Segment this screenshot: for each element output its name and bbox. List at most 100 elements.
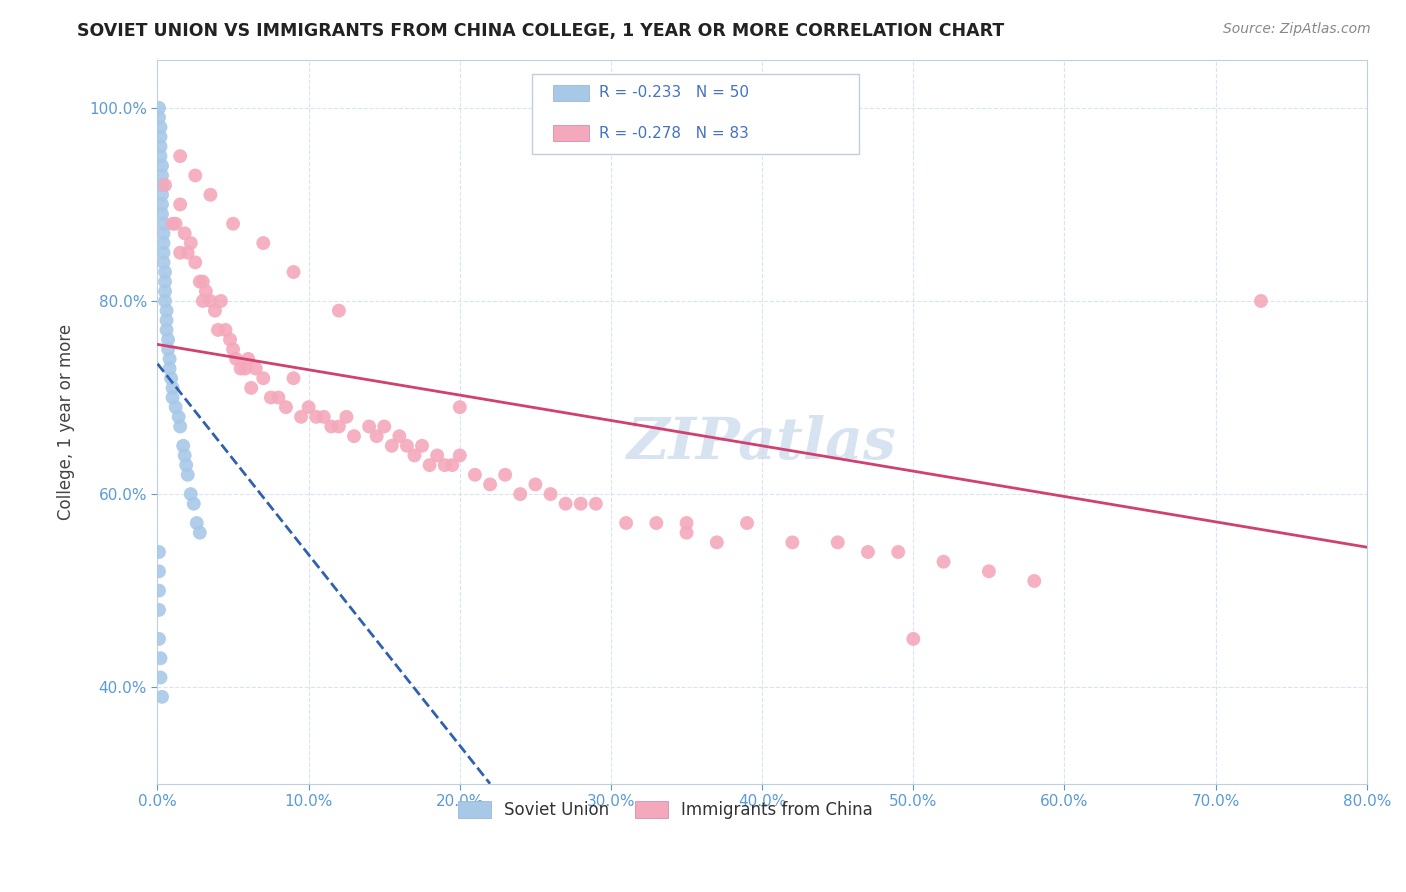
Point	[290, 409, 312, 424]
Point	[782, 535, 804, 549]
Point	[614, 516, 637, 530]
Point	[245, 361, 267, 376]
Point	[932, 555, 955, 569]
Point	[155, 303, 177, 318]
Point	[150, 187, 173, 202]
Point	[152, 227, 174, 241]
Point	[373, 419, 395, 434]
Point	[191, 275, 214, 289]
Point	[200, 187, 222, 202]
Point	[167, 409, 190, 424]
Point	[903, 632, 925, 646]
Point	[209, 293, 232, 308]
Text: R = -0.278   N = 83: R = -0.278 N = 83	[599, 126, 749, 141]
Point	[328, 419, 350, 434]
Point	[153, 178, 176, 193]
Point	[366, 429, 388, 443]
Point	[645, 516, 668, 530]
Point	[184, 255, 207, 269]
Text: SOVIET UNION VS IMMIGRANTS FROM CHINA COLLEGE, 1 YEAR OR MORE CORRELATION CHART: SOVIET UNION VS IMMIGRANTS FROM CHINA CO…	[77, 22, 1004, 40]
Point	[180, 235, 202, 250]
Point	[1024, 574, 1046, 588]
FancyBboxPatch shape	[533, 74, 859, 153]
Point	[160, 371, 183, 385]
Point	[204, 303, 226, 318]
Point	[252, 235, 274, 250]
Point	[524, 477, 547, 491]
Point	[165, 217, 187, 231]
Point	[149, 651, 172, 665]
Point	[184, 169, 207, 183]
Point	[180, 487, 202, 501]
Point	[152, 255, 174, 269]
Point	[169, 149, 191, 163]
Point	[172, 439, 194, 453]
Point	[183, 497, 205, 511]
Point	[260, 391, 283, 405]
Point	[240, 381, 263, 395]
Point	[155, 313, 177, 327]
Point	[494, 467, 516, 482]
Point	[569, 497, 592, 511]
Point	[177, 245, 200, 260]
Point	[359, 419, 381, 434]
Point	[887, 545, 910, 559]
Point	[252, 371, 274, 385]
Point	[433, 458, 456, 472]
Point	[464, 467, 486, 482]
Point	[150, 159, 173, 173]
Point	[222, 217, 245, 231]
Point	[169, 419, 191, 434]
Point	[419, 458, 441, 472]
Point	[479, 477, 502, 491]
Point	[283, 371, 305, 385]
Point	[148, 603, 170, 617]
Point	[395, 439, 418, 453]
Point	[150, 197, 173, 211]
Legend: Soviet Union, Immigrants from China: Soviet Union, Immigrants from China	[451, 795, 880, 826]
Point	[298, 400, 321, 414]
Point	[274, 400, 297, 414]
Point	[411, 439, 433, 453]
Point	[150, 169, 173, 183]
Point	[449, 449, 471, 463]
Point	[675, 516, 697, 530]
Point	[388, 429, 411, 443]
Point	[162, 217, 184, 231]
Point	[150, 207, 173, 221]
Point	[173, 227, 195, 241]
Bar	[553, 85, 589, 101]
Point	[148, 564, 170, 578]
Text: Source: ZipAtlas.com: Source: ZipAtlas.com	[1223, 22, 1371, 37]
Point	[229, 361, 252, 376]
Point	[148, 101, 170, 115]
Point	[157, 343, 180, 357]
Point	[381, 439, 404, 453]
Point	[153, 275, 176, 289]
Point	[343, 429, 366, 443]
Point	[169, 197, 191, 211]
Point	[149, 671, 172, 685]
Point	[441, 458, 464, 472]
Point	[207, 323, 229, 337]
Y-axis label: College, 1 year or more: College, 1 year or more	[58, 324, 75, 520]
Point	[188, 275, 211, 289]
Point	[585, 497, 607, 511]
Point	[148, 111, 170, 125]
Point	[149, 149, 172, 163]
Point	[152, 235, 174, 250]
Point	[283, 265, 305, 279]
Point	[188, 525, 211, 540]
Point	[675, 525, 697, 540]
Point	[162, 391, 184, 405]
Point	[169, 245, 191, 260]
Point	[554, 497, 576, 511]
Point	[191, 293, 214, 308]
Point	[149, 129, 172, 144]
Point	[155, 323, 177, 337]
Point	[200, 293, 222, 308]
Point	[153, 265, 176, 279]
Point	[186, 516, 208, 530]
Point	[222, 343, 245, 357]
Point	[335, 409, 357, 424]
